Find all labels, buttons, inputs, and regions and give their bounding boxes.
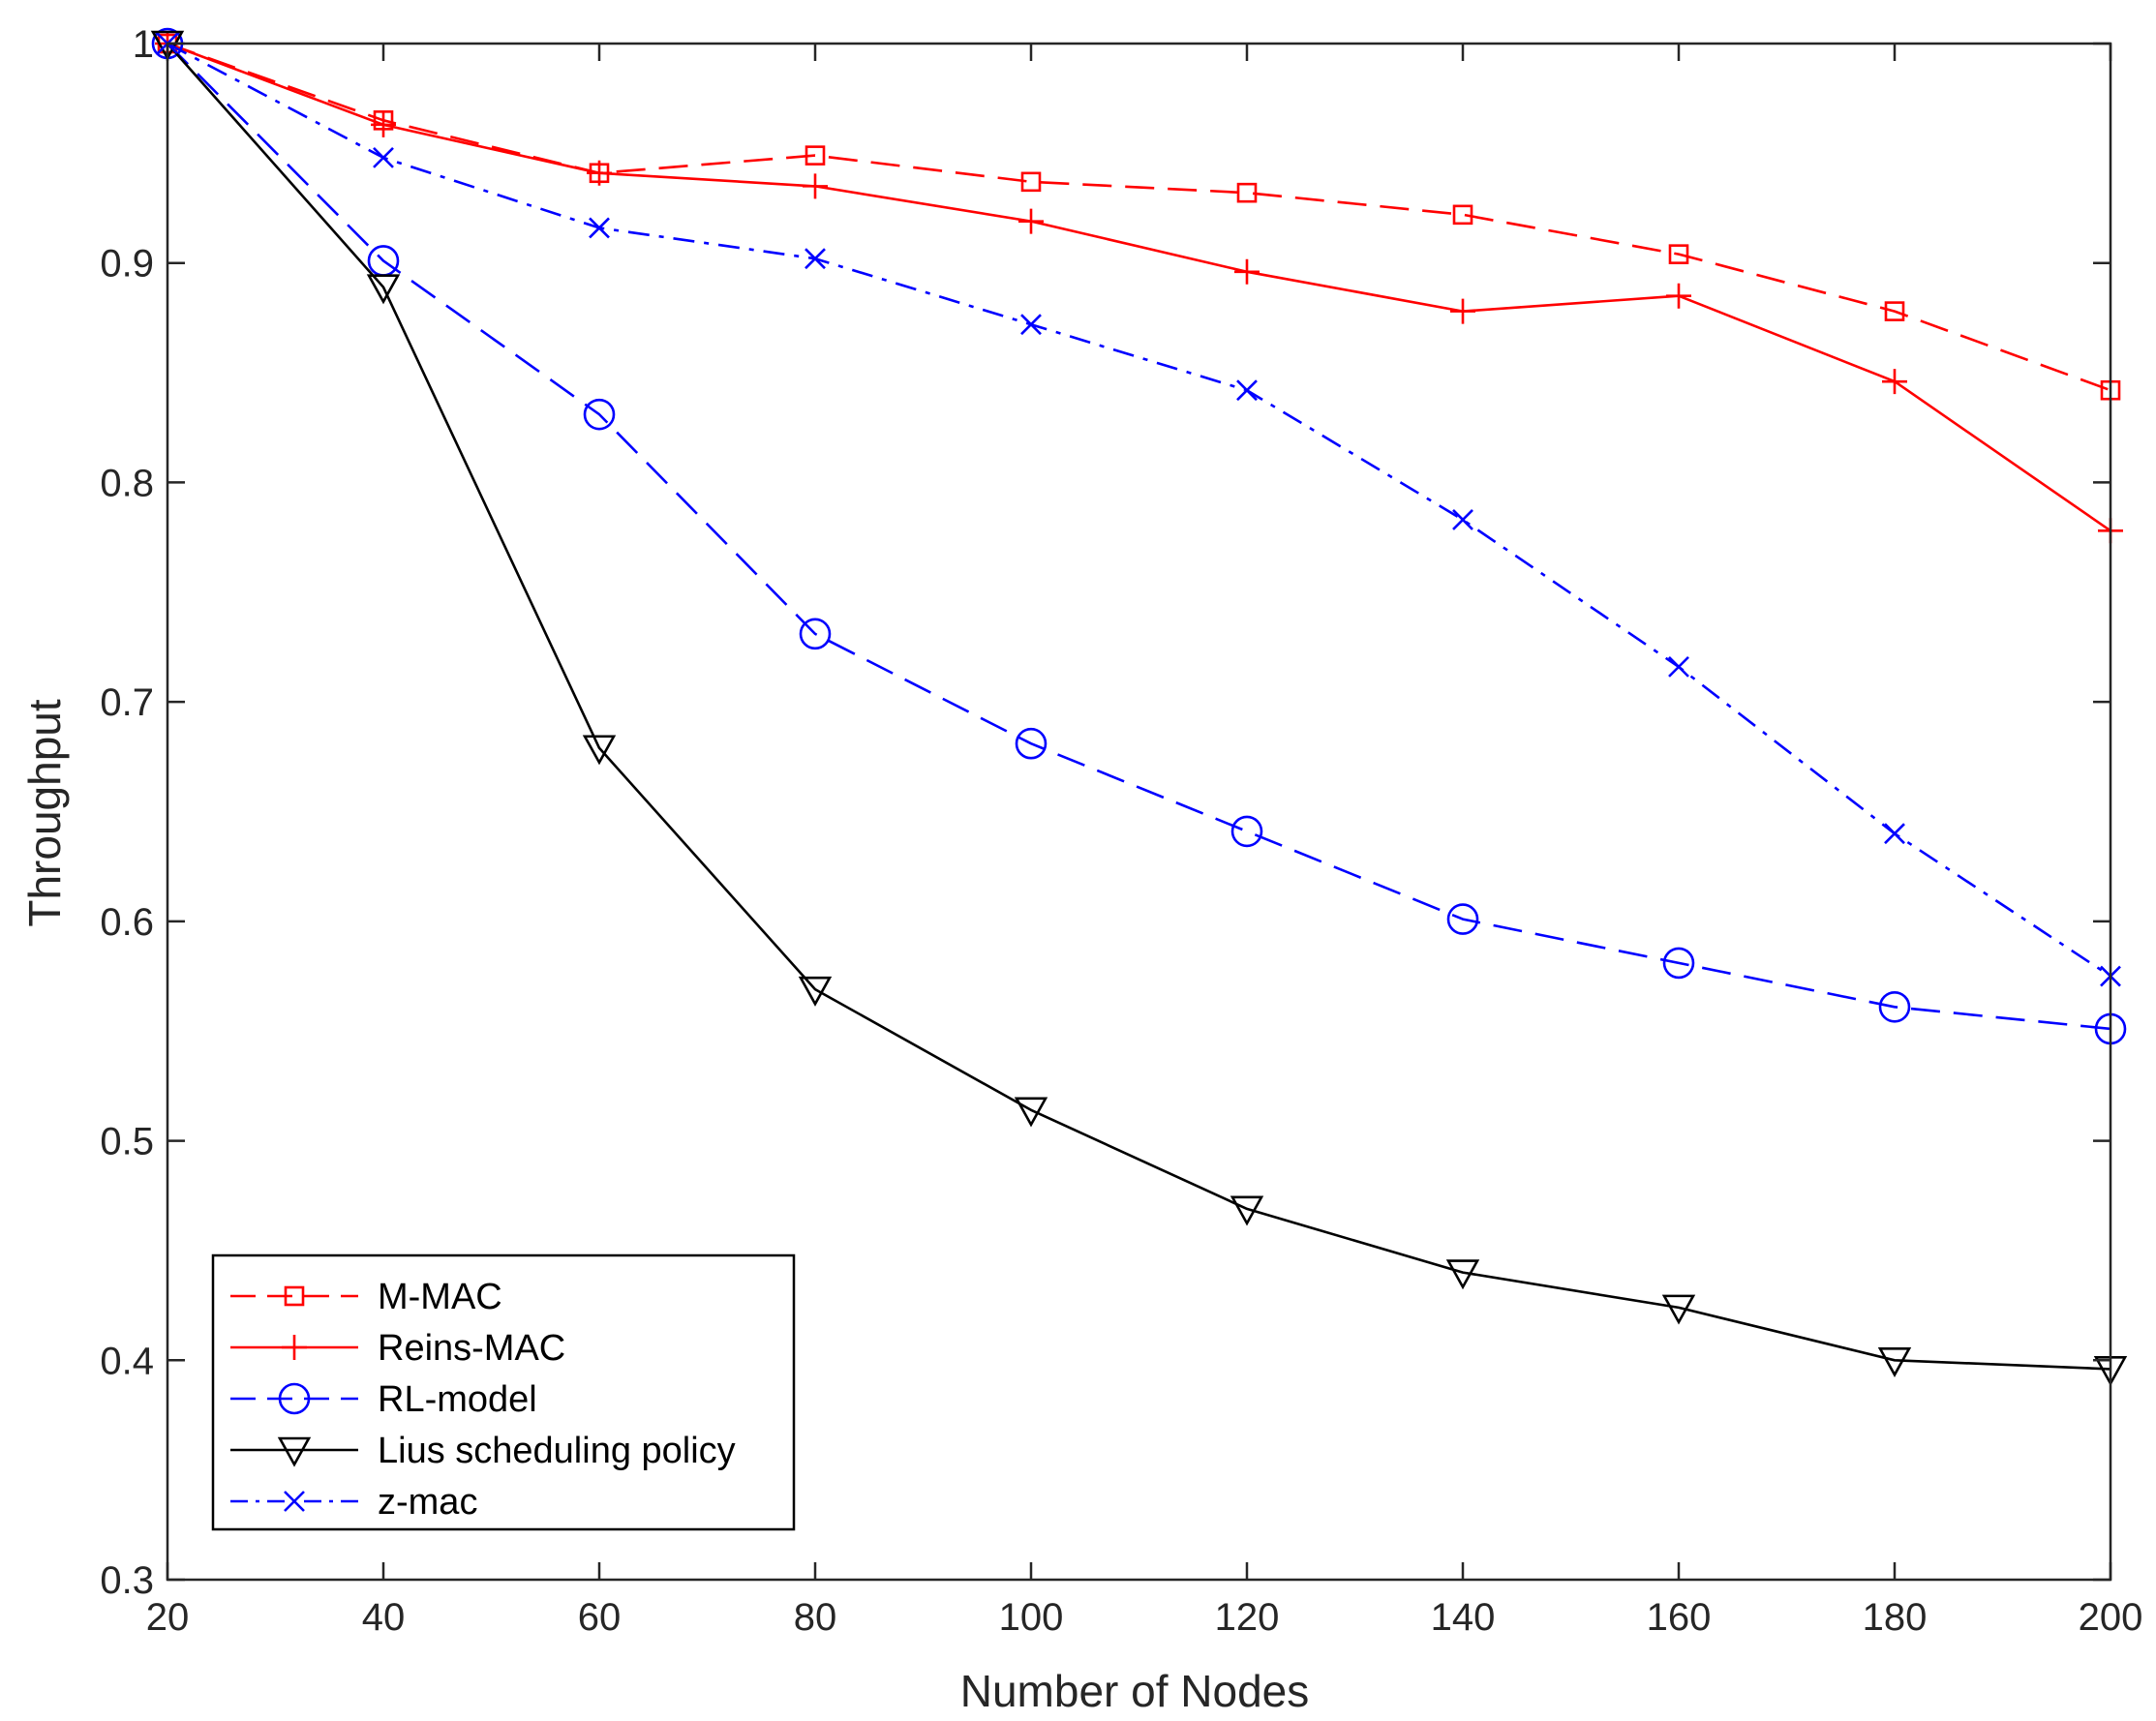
data-point-z-mac	[1668, 655, 1689, 678]
data-point-reins-mac	[1882, 369, 1907, 395]
data-point-reins-mac	[371, 111, 396, 137]
y-tick-label: 0.3	[100, 1559, 154, 1602]
y-tick-label: 1	[133, 23, 154, 66]
data-point-lius-scheduling-policy	[798, 976, 833, 1007]
data-point-reins-mac	[1450, 298, 1475, 324]
legend-label: RL-model	[378, 1379, 537, 1420]
x-tick-label: 100	[999, 1596, 1064, 1639]
legend-label: Lius scheduling policy	[378, 1431, 736, 1471]
data-point-rl-model	[799, 618, 832, 650]
data-point-lius-scheduling-policy	[366, 274, 401, 305]
data-point-reins-mac	[803, 173, 828, 199]
legend-item-lius-scheduling-policy: Lius scheduling policy	[230, 1431, 736, 1471]
x-tick-label: 80	[794, 1596, 837, 1639]
data-point-reins-mac	[1018, 208, 1044, 234]
data-point-lius-scheduling-policy	[1877, 1346, 1912, 1377]
legend-label: z-mac	[378, 1482, 477, 1523]
y-tick-label: 0.6	[100, 901, 154, 944]
data-point-rl-model	[1878, 990, 1911, 1023]
data-point-m-mac	[1452, 204, 1473, 226]
legend-marker	[282, 1335, 307, 1360]
data-point-reins-mac	[1666, 283, 1691, 309]
series-rl-model	[151, 27, 2127, 1045]
data-point-lius-scheduling-policy	[1445, 1259, 1480, 1290]
y-tick-label: 0.7	[100, 681, 154, 724]
data-point-z-mac	[1020, 314, 1042, 336]
series-line-lius-scheduling-policy	[167, 43, 2111, 1371]
data-point-z-mac	[589, 217, 610, 239]
data-point-lius-scheduling-policy	[1014, 1097, 1048, 1128]
axes-layer: 20 40 60 80 100 120 140 160 180 200 0.3 0.4 0.5 0.6 0.…	[100, 23, 2142, 1639]
legend-label: M-MAC	[378, 1277, 502, 1317]
data-point-m-mac	[1884, 301, 1905, 321]
data-point-rl-model	[1446, 903, 1479, 935]
data-point-m-mac	[805, 145, 826, 166]
legend-marker	[277, 1436, 312, 1467]
legend-label: Reins-MAC	[378, 1328, 565, 1369]
data-point-lius-scheduling-policy	[1661, 1294, 1696, 1325]
x-tick-label: 20	[146, 1596, 190, 1639]
x-tick-label: 140	[1431, 1596, 1496, 1639]
data-point-rl-model	[583, 398, 616, 431]
data-point-reins-mac	[1234, 258, 1260, 285]
series-line-m-mac	[167, 42, 2111, 392]
data-point-rl-model	[1662, 947, 1695, 980]
data-point-rl-model	[1230, 815, 1263, 848]
data-point-z-mac	[1236, 379, 1258, 402]
x-tick-label: 200	[2079, 1596, 2143, 1639]
data-point-rl-model	[1015, 727, 1048, 760]
legend-box	[211, 1253, 796, 1531]
series-layer	[150, 27, 2128, 1387]
data-point-lius-scheduling-policy	[582, 735, 617, 766]
x-tick-label: 180	[1863, 1596, 1928, 1639]
y-tick-label: 0.5	[100, 1121, 154, 1163]
x-axis-title: Number of Nodes	[960, 1666, 1310, 1716]
data-point-lius-scheduling-policy	[150, 30, 185, 61]
legend-marker	[278, 1382, 311, 1415]
data-point-z-mac	[373, 146, 394, 168]
legend-marker	[284, 1491, 305, 1512]
legend-item-m-mac: M-MAC	[230, 1277, 502, 1317]
data-point-m-mac	[1020, 171, 1042, 193]
y-tick-label: 0.4	[100, 1340, 154, 1382]
series-line-reins-mac	[167, 42, 2111, 532]
y-tick-label: 0.8	[100, 462, 154, 504]
series-reins-mac	[155, 31, 2123, 544]
series-line-rl-model	[167, 43, 2111, 1031]
data-point-z-mac	[805, 248, 826, 270]
x-tick-label: 40	[362, 1596, 406, 1639]
series-lius-scheduling-policy	[150, 30, 2128, 1387]
data-point-m-mac	[1668, 244, 1689, 264]
series-line-z-mac	[167, 42, 2111, 978]
y-axis-title: Throughput	[19, 699, 70, 926]
x-tick-label: 120	[1215, 1596, 1280, 1639]
data-point-z-mac	[1884, 823, 1905, 845]
legend-item-rl-model: RL-model	[230, 1379, 537, 1420]
data-point-z-mac	[1452, 509, 1473, 530]
data-point-lius-scheduling-policy	[1230, 1195, 1264, 1226]
y-tick-label: 0.9	[100, 243, 154, 286]
legend: M-MAC Reins-MAC RL-model Lius scheduling po…	[211, 1253, 796, 1531]
data-point-m-mac	[1236, 182, 1258, 203]
legend-marker	[284, 1285, 305, 1307]
axes-box	[166, 42, 2112, 1582]
legend-item-reins-mac: Reins-MAC	[230, 1328, 565, 1369]
x-tick-label: 60	[578, 1596, 622, 1639]
legend-item-z-mac: z-mac	[230, 1482, 477, 1523]
data-point-reins-mac	[587, 160, 612, 186]
x-tick-label: 160	[1647, 1596, 1712, 1639]
